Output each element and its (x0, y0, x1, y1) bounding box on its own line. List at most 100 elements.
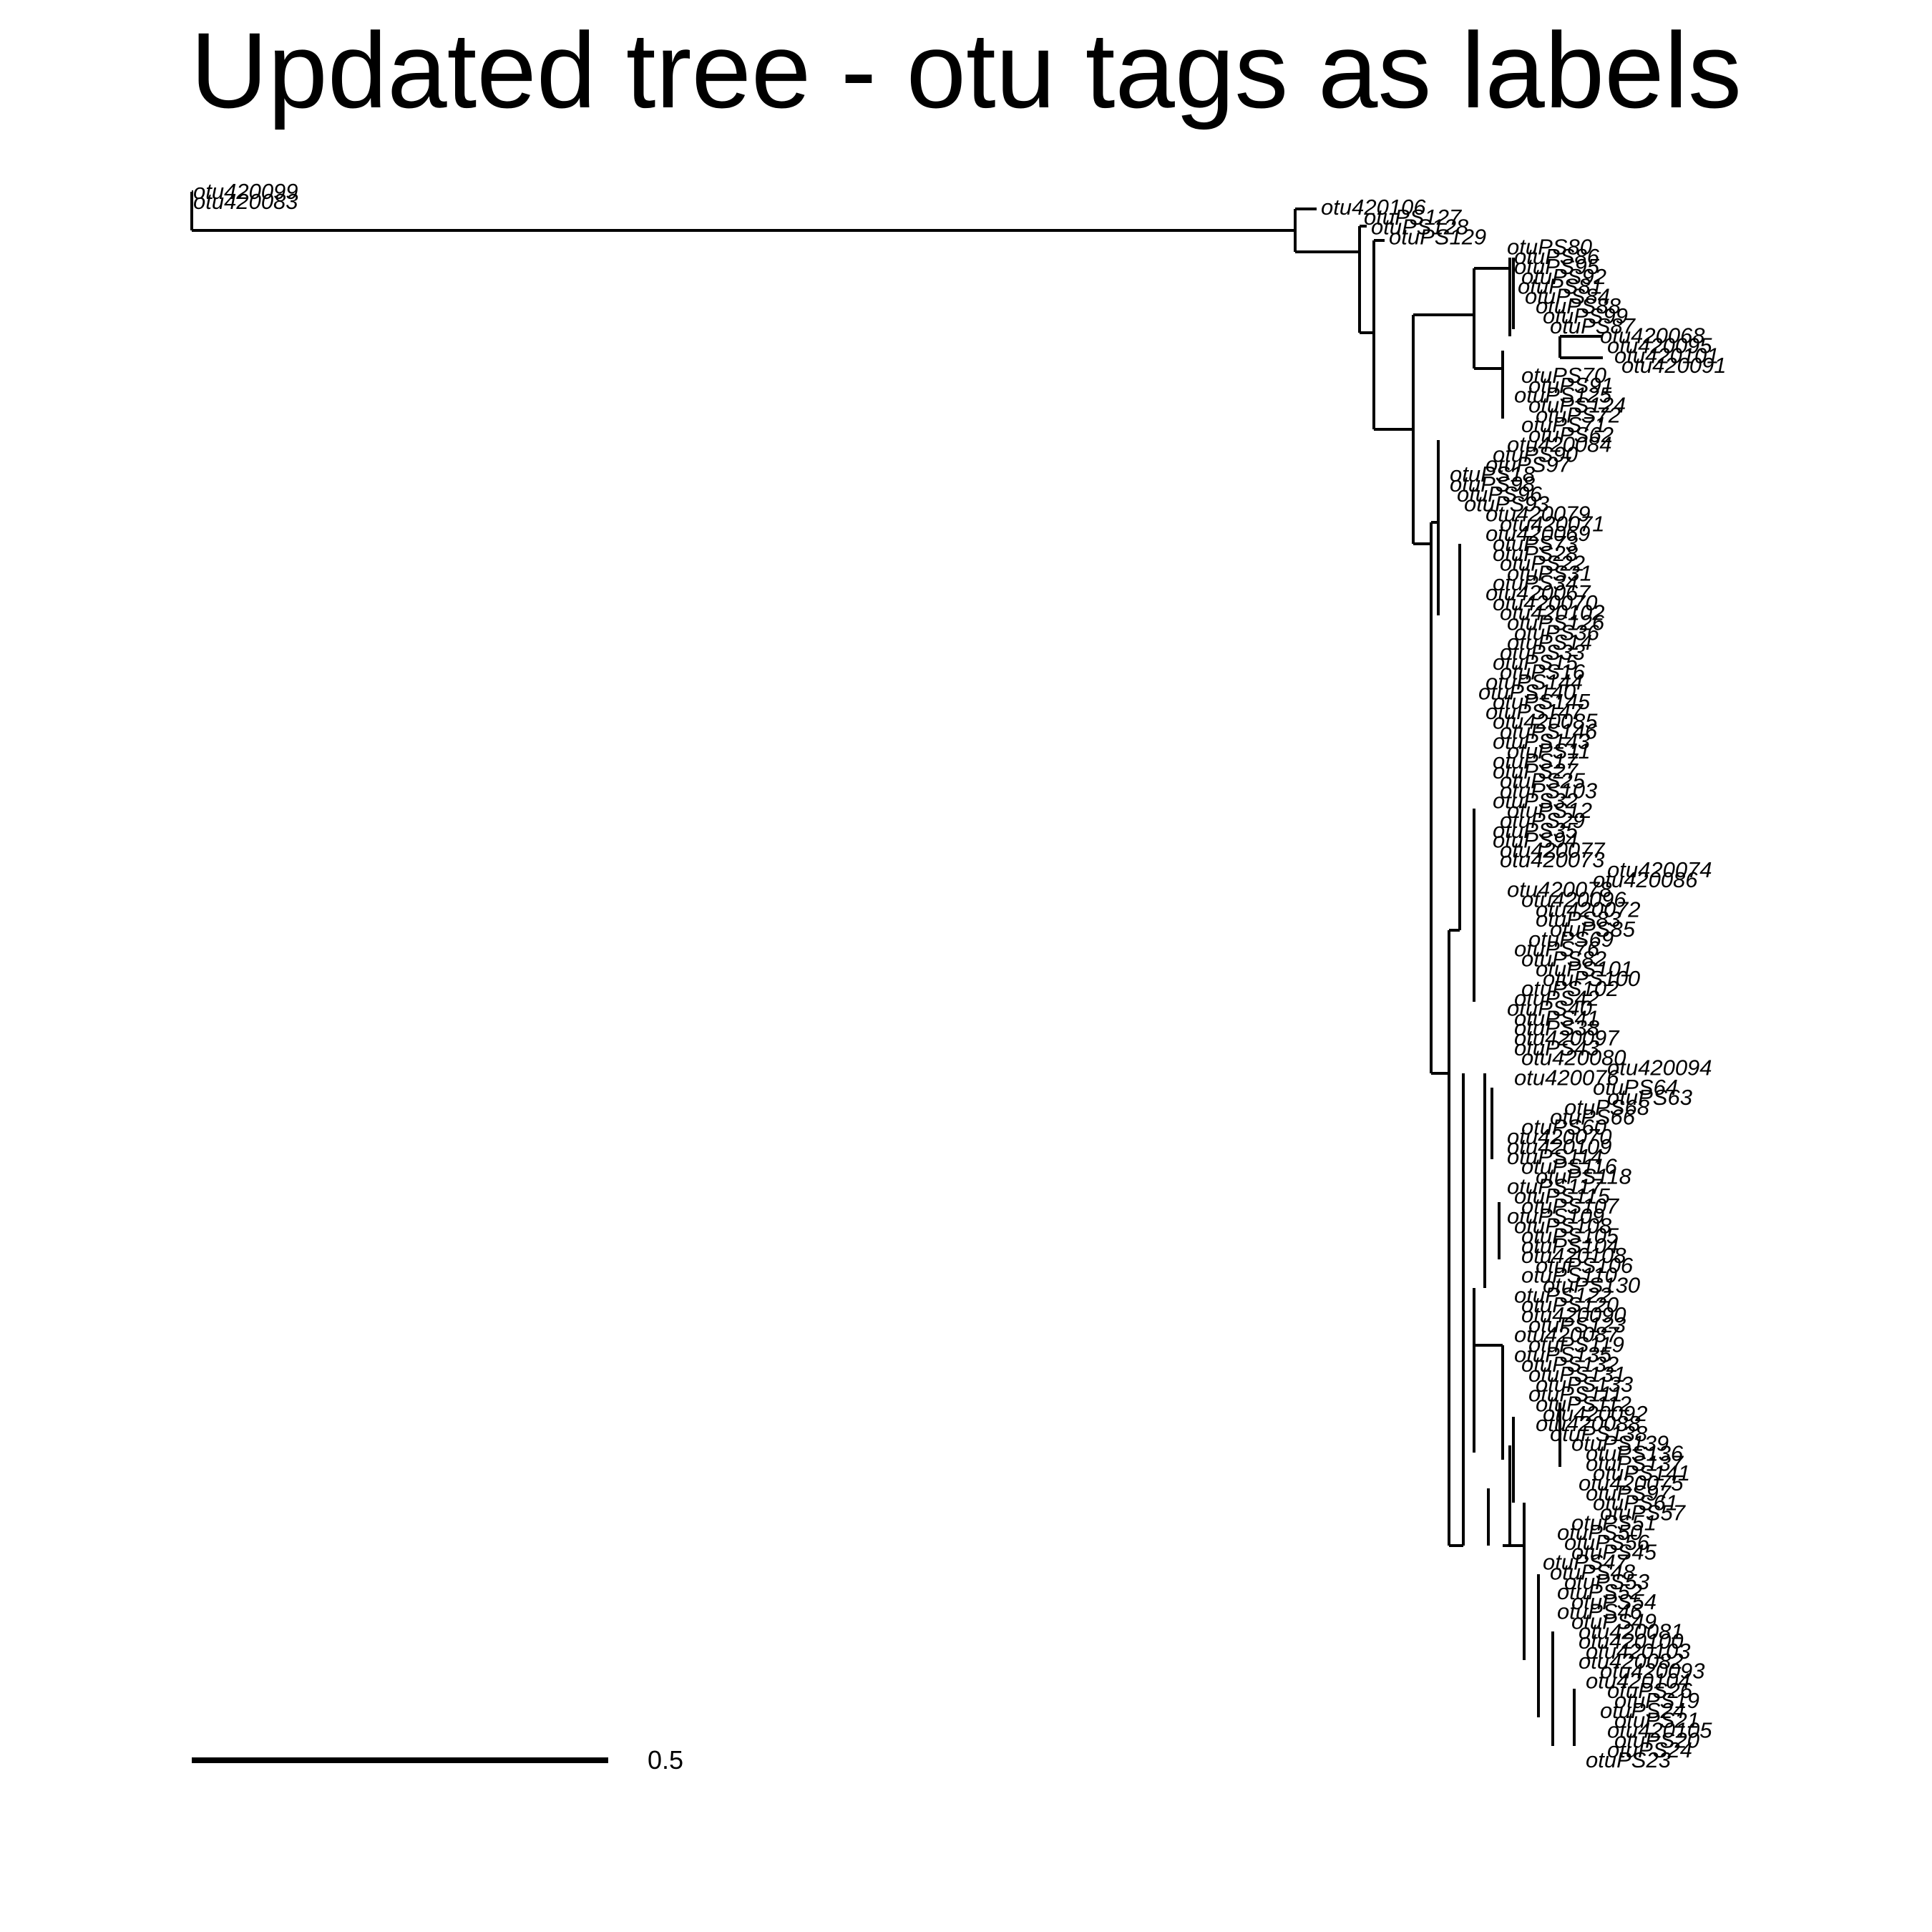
tip-label: otuPS50 (1557, 1520, 1642, 1545)
tip-label: otuPS20 (1614, 1727, 1699, 1752)
tip-label: otu420078 (1507, 877, 1612, 902)
tip-label: otuPS56 (1564, 1530, 1650, 1555)
tip-label: otuPS19 (1614, 1688, 1699, 1713)
tip-label: otuPS107 (1521, 1194, 1620, 1219)
tip-label: otuPS26 (1607, 1678, 1693, 1703)
tip-label: otu420100 (1579, 1629, 1684, 1654)
tip-label: otuPS100 (1543, 966, 1640, 991)
tip-label: otuPS23 (1586, 1747, 1671, 1772)
tip-label: otuPS73 (1493, 531, 1578, 556)
tip-label: otuPS11 (1507, 738, 1591, 763)
tip-label: otuPS110 (1521, 1263, 1617, 1288)
tip-label: otu420068 (1600, 323, 1705, 348)
tip-label: otuPS124 (1528, 392, 1626, 417)
tip-label: otuPS82 (1521, 946, 1606, 971)
tip-label: otuPS91 (1528, 373, 1614, 398)
tip-label: otu420102 (1500, 600, 1605, 625)
tip-label: otuPS68 (1564, 1095, 1650, 1120)
scale-bar-label: 0.5 (648, 1745, 683, 1775)
tip-label: otu420101 (1614, 343, 1719, 368)
tip-label: otu420091 (1621, 353, 1727, 378)
tip-label: otuPS108 (1514, 1214, 1612, 1239)
tip-label: otuPS138 (1550, 1421, 1648, 1446)
scale-bar: 0.5 (192, 1745, 683, 1775)
tip-label: otuPS95 (1514, 254, 1600, 279)
tip-label: otuPS16 (1500, 660, 1586, 685)
tip-label: otu420108 (1521, 1243, 1626, 1268)
tip-label: otuPS53 (1564, 1569, 1649, 1594)
tip-label: otuPS146 (1500, 719, 1598, 744)
tip-label: otuPS14 (1507, 630, 1592, 655)
tip-label: otu420109 (1507, 1134, 1612, 1159)
tip-label: otuPS120 (1521, 1292, 1619, 1317)
tip-label: otu420081 (1579, 1619, 1684, 1644)
tip-label: otuPS63 (1607, 1085, 1692, 1110)
tip-label: otu420087 (1514, 1322, 1620, 1347)
tip-label: otu420080 (1521, 1045, 1626, 1070)
tip-label: otuPS31 (1507, 560, 1592, 585)
tip-label: otu420082 (1579, 1649, 1684, 1674)
tip-label: otuPS85 (1550, 917, 1636, 942)
tip-label: otuPS140 (1478, 679, 1576, 704)
tip-label: otuPS51 (1571, 1510, 1657, 1535)
tree-branches (190, 190, 1603, 1746)
tip-label: otu420069 (1485, 521, 1591, 546)
tip-label: otuPS103 (1500, 778, 1597, 803)
tip-label: otuPS131 (1528, 1362, 1626, 1387)
tip-label: otuPS15 (1493, 650, 1579, 675)
tip-label: otuPS81 (1518, 274, 1603, 299)
tip-label: otuPS114 (1507, 1144, 1603, 1169)
tip-label: otu420103 (1586, 1639, 1691, 1664)
tip-label: otu420072 (1536, 897, 1641, 922)
tip-label: otuPS42 (1514, 986, 1599, 1011)
tip-label: otu420095 (1607, 333, 1712, 358)
tip-label: otuPS28 (1493, 541, 1579, 566)
tip-label: otu420106 (1321, 195, 1426, 220)
tip-label: otuPS70 (1521, 363, 1606, 388)
tip-label: otuPS46 (1557, 1599, 1643, 1624)
tip-label: otu420096 (1521, 887, 1626, 912)
tip-label: otuPS84 (1525, 283, 1610, 308)
tip-label: otu420088 (1536, 1411, 1641, 1436)
tip-label: otuPS87 (1550, 313, 1636, 338)
tip-label: otuPS109 (1507, 1204, 1604, 1229)
tip-label: otuPS41 (1514, 1005, 1599, 1030)
tip-label: otuPS21 (1614, 1708, 1699, 1733)
tip-label: otuPS12 (1507, 798, 1592, 823)
tip-label: otuPS117 (1507, 1174, 1604, 1199)
tip-label: otuPS126 (1507, 610, 1605, 635)
tip-label: otuPS88 (1536, 293, 1621, 318)
tip-label: otuPS122 (1514, 1282, 1611, 1307)
tip-label: otuPS132 (1521, 1352, 1619, 1377)
tip-label: otu420076 (1514, 1065, 1619, 1090)
tip-label: otuPS98 (1450, 472, 1536, 497)
tip-label: otu420086 (1593, 867, 1698, 892)
tip-label: otuPS24 (1600, 1698, 1685, 1723)
tip-label: otu420070 (1493, 590, 1598, 615)
tip-label: otuPS130 (1543, 1273, 1640, 1298)
tip-label: otuPS125 (1514, 383, 1612, 408)
tip-label: otuPS29 (1500, 808, 1585, 833)
tip-label: otuPS137 (1586, 1450, 1684, 1475)
tip-label: otuPS106 (1536, 1253, 1634, 1278)
tip-label: otuPS66 (1550, 1105, 1636, 1130)
tip-label: otuPS22 (1500, 551, 1585, 576)
tip-label: otuPS72 (1536, 402, 1621, 427)
tip-label: otuPS141 (1593, 1460, 1690, 1485)
tip-label: otuPS102 (1521, 976, 1619, 1001)
tip-label: otu420097 (1514, 1025, 1620, 1050)
tip-label: otu420090 (1521, 1302, 1626, 1327)
tip-label: otuPS105 (1521, 1223, 1619, 1248)
tip-label: otuPS143 (1493, 728, 1590, 753)
tip-label: otu420077 (1500, 837, 1606, 862)
tip-label: otuPS144 (1485, 669, 1583, 694)
tip-label: otuPS64 (1593, 1075, 1678, 1100)
tip-label: otuPS128 (1371, 215, 1469, 240)
tip-label: otuPS147 (1485, 699, 1584, 724)
tip-label: otuPS118 (1536, 1164, 1632, 1189)
tip-label: otuPS112 (1536, 1391, 1631, 1416)
tip-label: otu420071 (1500, 511, 1605, 536)
tip-label: otu420070 (1507, 1124, 1612, 1149)
tip-label: otuPS69 (1528, 927, 1614, 952)
